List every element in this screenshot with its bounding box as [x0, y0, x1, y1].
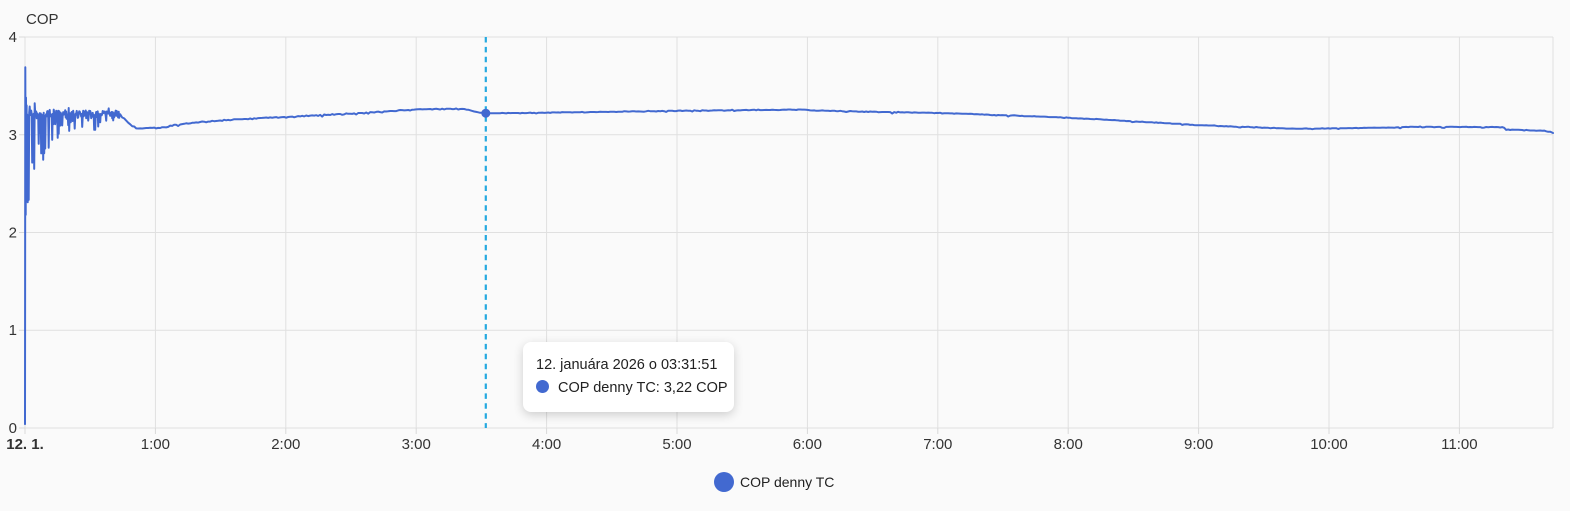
svg-text:12. 1.: 12. 1.: [6, 436, 44, 453]
svg-text:COP: COP: [26, 11, 59, 28]
svg-text:9:00: 9:00: [1184, 436, 1213, 453]
svg-text:4:00: 4:00: [532, 436, 561, 453]
svg-text:10:00: 10:00: [1310, 436, 1348, 453]
svg-text:11:00: 11:00: [1441, 436, 1477, 453]
svg-text:1:00: 1:00: [141, 436, 170, 453]
svg-text:5:00: 5:00: [662, 436, 691, 453]
svg-text:3:00: 3:00: [402, 436, 431, 453]
svg-text:3: 3: [9, 127, 17, 144]
svg-text:2:00: 2:00: [271, 436, 300, 453]
svg-text:2: 2: [9, 225, 17, 242]
svg-text:0: 0: [9, 420, 17, 437]
svg-text:7:00: 7:00: [923, 436, 952, 453]
svg-text:4: 4: [9, 29, 17, 46]
svg-text:8:00: 8:00: [1054, 436, 1083, 453]
svg-text:1: 1: [9, 322, 17, 339]
svg-text:6:00: 6:00: [793, 436, 822, 453]
